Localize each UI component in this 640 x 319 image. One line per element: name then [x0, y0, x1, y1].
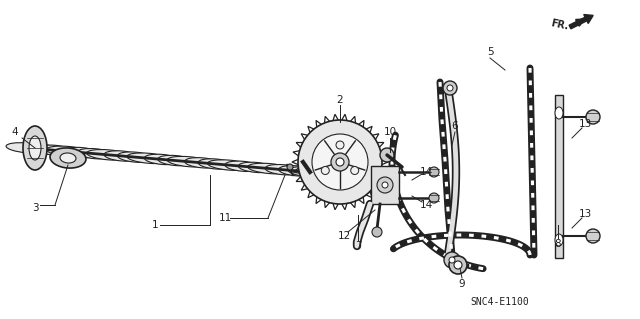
Text: 13: 13: [579, 119, 591, 129]
Ellipse shape: [60, 153, 76, 163]
Ellipse shape: [555, 234, 563, 246]
Ellipse shape: [37, 145, 73, 155]
Ellipse shape: [443, 81, 457, 95]
Ellipse shape: [127, 153, 171, 164]
Ellipse shape: [23, 126, 47, 170]
Text: 14: 14: [419, 200, 433, 210]
Text: 1: 1: [152, 220, 158, 230]
Text: 12: 12: [337, 231, 351, 241]
Ellipse shape: [198, 159, 234, 169]
Ellipse shape: [6, 143, 50, 153]
Text: SNC4-E1100: SNC4-E1100: [470, 297, 529, 307]
Ellipse shape: [586, 229, 600, 243]
Ellipse shape: [158, 155, 194, 166]
Ellipse shape: [298, 120, 382, 204]
Ellipse shape: [248, 163, 292, 174]
Ellipse shape: [336, 158, 344, 166]
Ellipse shape: [265, 165, 301, 175]
Ellipse shape: [321, 167, 329, 174]
Ellipse shape: [207, 160, 252, 170]
Ellipse shape: [449, 257, 455, 263]
Text: 11: 11: [218, 213, 232, 223]
Ellipse shape: [382, 182, 388, 188]
Ellipse shape: [312, 134, 368, 190]
Ellipse shape: [351, 167, 359, 174]
Ellipse shape: [64, 147, 100, 158]
Ellipse shape: [444, 252, 460, 268]
Ellipse shape: [377, 177, 393, 193]
Ellipse shape: [336, 141, 344, 149]
Ellipse shape: [225, 161, 260, 172]
Ellipse shape: [77, 149, 113, 159]
Ellipse shape: [429, 193, 439, 203]
Text: 14: 14: [419, 167, 433, 177]
Ellipse shape: [331, 153, 349, 171]
Ellipse shape: [449, 256, 467, 274]
Ellipse shape: [29, 136, 41, 160]
Text: 2: 2: [337, 95, 343, 105]
Ellipse shape: [372, 227, 382, 237]
Ellipse shape: [184, 158, 221, 168]
Text: 6: 6: [452, 121, 458, 131]
Text: 7: 7: [355, 241, 362, 251]
Ellipse shape: [555, 107, 563, 119]
Ellipse shape: [447, 85, 453, 91]
Text: 10: 10: [383, 127, 397, 137]
Text: 8: 8: [555, 239, 561, 249]
FancyBboxPatch shape: [555, 95, 563, 258]
Ellipse shape: [24, 144, 60, 154]
Ellipse shape: [380, 148, 394, 162]
Ellipse shape: [287, 164, 293, 170]
Text: 9: 9: [459, 279, 465, 289]
Text: 4: 4: [12, 127, 19, 137]
Ellipse shape: [50, 148, 86, 168]
Ellipse shape: [167, 156, 211, 167]
Ellipse shape: [586, 110, 600, 124]
Ellipse shape: [46, 146, 90, 157]
Text: 5: 5: [486, 47, 493, 57]
Ellipse shape: [104, 151, 140, 161]
Ellipse shape: [238, 162, 274, 173]
FancyBboxPatch shape: [371, 166, 399, 204]
Text: FR.: FR.: [550, 18, 570, 32]
Text: 13: 13: [579, 209, 591, 219]
FancyArrow shape: [569, 15, 593, 29]
Text: 3: 3: [32, 203, 38, 213]
Ellipse shape: [429, 167, 439, 177]
Ellipse shape: [86, 150, 131, 160]
Ellipse shape: [278, 166, 314, 176]
Ellipse shape: [145, 154, 180, 165]
Ellipse shape: [454, 261, 462, 269]
Ellipse shape: [288, 167, 332, 177]
Ellipse shape: [118, 152, 154, 162]
